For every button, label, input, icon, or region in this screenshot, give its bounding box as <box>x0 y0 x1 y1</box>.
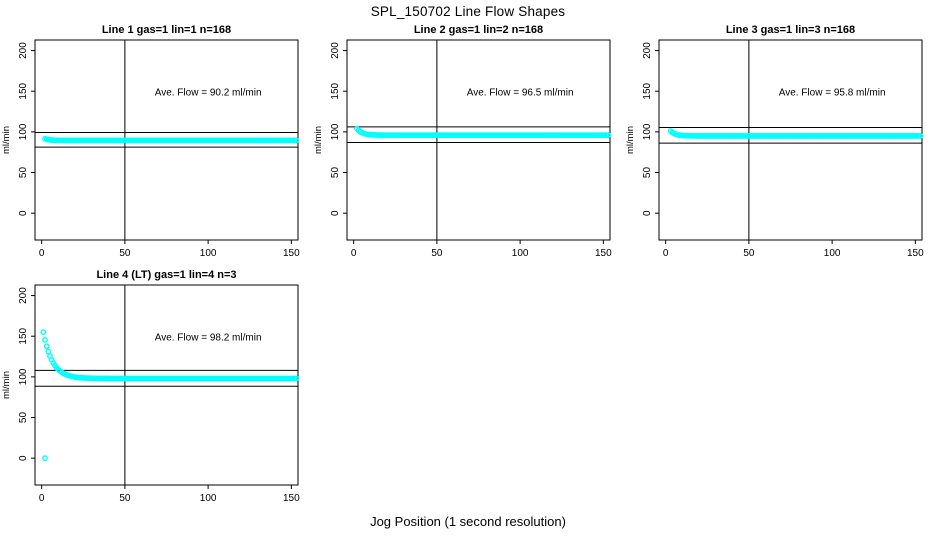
y-axis-title: ml/min <box>1 126 12 154</box>
y-tick-label: 50 <box>18 412 29 424</box>
data-series <box>42 135 300 144</box>
y-axis-title: ml/min <box>1 371 12 399</box>
data-point <box>45 348 52 355</box>
x-axis-label: Jog Position (1 second resolution) <box>370 514 566 529</box>
x-tick-label: 50 <box>743 248 755 259</box>
x-tick-label: 50 <box>431 248 443 259</box>
avg-flow-annotation: Ave. Flow = 98.2 ml/min <box>155 332 262 343</box>
x-tick-label: 50 <box>119 493 131 504</box>
avg-flow-annotation: Ave. Flow = 90.2 ml/min <box>155 87 262 98</box>
plot-box <box>658 39 923 241</box>
subplot-title: Line 1 gas=1 lin=1 n=168 <box>102 24 231 36</box>
data-point <box>42 336 48 343</box>
y-tick-label: 150 <box>330 82 341 99</box>
subplot-title: Line 2 gas=1 lin=2 n=168 <box>414 24 543 36</box>
subplot-canvas-2: 0 50 100 150 0 50 100 150 200 ml/min Line 2 gas=1 … <box>313 24 612 259</box>
y-axis-title: ml/min <box>313 126 324 154</box>
y-tick-label: 150 <box>18 327 29 344</box>
subplot-figure-3: 0 50 100 150 0 50 100 150 200 ml/min Line 3 gas=1 … <box>624 22 936 267</box>
y-tick-label: 50 <box>330 167 341 179</box>
y-tick-label: 200 <box>642 42 653 59</box>
y-tick-label: 200 <box>18 287 29 304</box>
subplot-title: Line 4 (LT) gas=1 lin=4 n=3 <box>96 269 236 281</box>
x-tick-label: 0 <box>39 493 45 504</box>
y-tick-label: 50 <box>18 167 29 179</box>
subplot-figure-2: 0 50 100 150 0 50 100 150 200 ml/min Line 2 gas=1 … <box>312 22 624 267</box>
data-point <box>43 343 50 350</box>
y-tick-label: 100 <box>18 368 29 385</box>
data-point <box>605 132 612 139</box>
y-tick-label: 200 <box>330 42 341 59</box>
y-axis-title: ml/min <box>625 126 636 154</box>
x-tick-label: 0 <box>351 248 357 259</box>
x-tick-label: 100 <box>200 493 217 504</box>
y-tick-label: 100 <box>642 123 653 140</box>
subplot-canvas-3: 0 50 100 150 0 50 100 150 200 ml/min Line 3 gas=1 … <box>625 24 924 259</box>
y-tick-label: 200 <box>18 42 29 59</box>
x-tick-label: 150 <box>907 248 924 259</box>
plot-box <box>346 39 611 241</box>
data-series <box>40 329 300 462</box>
y-tick-label: 0 <box>330 210 341 216</box>
subplot-canvas-1: 0 50 100 150 0 50 100 150 200 ml/min Line 1 gas=1 … <box>1 24 300 259</box>
data-series <box>354 125 612 139</box>
outlier-data-point <box>42 455 48 462</box>
x-tick-label: 0 <box>39 248 45 259</box>
main-title: SPL_150702 Line Flow Shapes <box>370 4 566 19</box>
x-tick-label: 150 <box>283 248 300 259</box>
subplot-figure-4: 0 50 100 150 0 50 100 150 200 ml/min Line 4 (LT) g… <box>0 267 312 512</box>
data-point <box>293 137 300 144</box>
y-tick-label: 0 <box>642 210 653 216</box>
y-tick-label: 0 <box>18 455 29 461</box>
data-series <box>667 128 924 139</box>
x-tick-label: 100 <box>200 248 217 259</box>
data-point <box>40 329 47 336</box>
x-tick-label: 0 <box>663 248 669 259</box>
y-tick-label: 0 <box>18 210 29 216</box>
avg-flow-annotation: Ave. Flow = 96.5 ml/min <box>467 87 574 98</box>
subplot-canvas-4: 0 50 100 150 0 50 100 150 200 ml/min Line 4 (LT) g… <box>1 269 300 504</box>
y-tick-label: 50 <box>642 167 653 179</box>
y-tick-label: 100 <box>18 123 29 140</box>
subplot-title: Line 3 gas=1 lin=3 n=168 <box>726 24 855 36</box>
plot-box <box>34 284 299 486</box>
x-tick-label: 100 <box>512 248 529 259</box>
x-tick-label: 100 <box>824 248 841 259</box>
x-tick-label: 150 <box>283 493 300 504</box>
y-tick-label: 100 <box>330 123 341 140</box>
avg-flow-annotation: Ave. Flow = 95.8 ml/min <box>779 87 886 98</box>
y-tick-label: 150 <box>18 82 29 99</box>
x-tick-label: 50 <box>119 248 131 259</box>
subplot-figure-1: 0 50 100 150 0 50 100 150 200 ml/min Line 1 gas=1 … <box>0 22 312 267</box>
x-tick-label: 150 <box>595 248 612 259</box>
data-point <box>293 375 300 382</box>
y-tick-label: 150 <box>642 82 653 99</box>
data-point <box>917 133 924 139</box>
